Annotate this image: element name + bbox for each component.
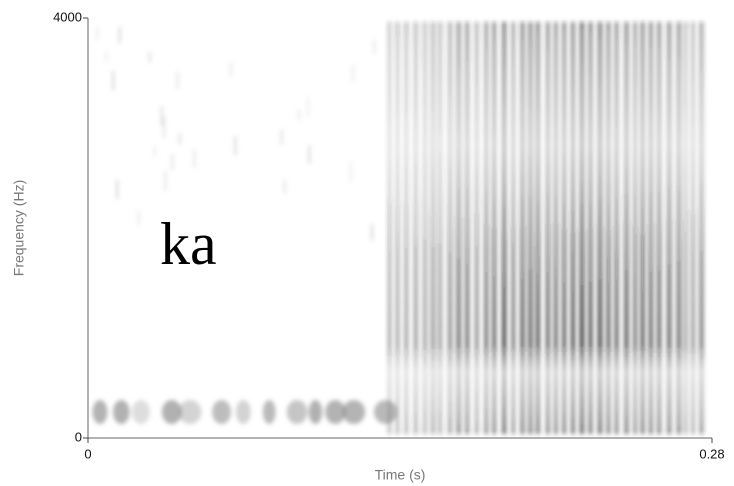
texture-speck (116, 180, 118, 200)
texture-stripe (546, 22, 550, 434)
texture-stripe (699, 22, 703, 434)
texture-speck (154, 146, 156, 156)
texture-blob (179, 400, 202, 424)
texture-speck (176, 72, 178, 89)
texture-speck (352, 65, 354, 82)
texture-stripe (512, 22, 515, 434)
texture-speck (373, 40, 375, 54)
texture-speck (284, 180, 286, 194)
texture-stripe (692, 22, 695, 434)
texture-stripe (607, 22, 611, 434)
texture-stripe (588, 22, 592, 434)
texture-stripe (502, 22, 506, 434)
texture-speck (105, 52, 107, 61)
texture-stripe (492, 22, 496, 434)
chart: ka Time (s) Frequency (Hz) 0 4000 0 0.28 (0, 0, 734, 486)
texture-stripe (431, 22, 435, 434)
texture-blob (212, 400, 231, 424)
texture-stripe (641, 22, 644, 434)
texture-blob (325, 400, 345, 424)
texture-stripe (684, 22, 687, 434)
texture-speck (171, 154, 173, 170)
texture-speck (149, 52, 151, 63)
texture-speck (112, 71, 114, 90)
texture-stripe (414, 22, 418, 434)
texture-stripe (598, 22, 603, 434)
texture-stripe (484, 22, 488, 434)
texture-blob (287, 400, 308, 424)
texture-speck (138, 210, 140, 225)
texture-stripe (562, 22, 566, 434)
texture-stripe (624, 22, 629, 434)
y-tick-label: 4000 (53, 9, 82, 24)
texture-stripe (465, 22, 469, 434)
texture-stripe (634, 22, 637, 434)
texture-speck (307, 97, 309, 116)
texture-speck (179, 133, 181, 144)
texture-stripe (423, 22, 428, 434)
texture-speck (230, 62, 232, 76)
y-tick-label: 0 (75, 429, 82, 444)
texture-blob (162, 400, 182, 424)
texture-speck (371, 224, 373, 241)
texture-blob (132, 400, 150, 424)
texture-blob (343, 400, 366, 424)
texture-stripe (676, 22, 681, 434)
texture-blob (236, 400, 251, 424)
texture-blob (263, 400, 276, 424)
texture-stripe (649, 22, 653, 434)
texture-stripe (388, 22, 391, 434)
texture-speck (96, 26, 98, 40)
texture-speck (298, 110, 300, 121)
texture-stripe (615, 22, 619, 434)
texture-speck (164, 171, 166, 191)
texture-stripe (475, 22, 479, 434)
annotation: ka (160, 211, 217, 277)
texture-speck (234, 136, 236, 155)
texture-stripe (438, 22, 442, 434)
texture-speck (163, 116, 165, 138)
texture-speck (281, 129, 283, 145)
texture-speck (119, 27, 121, 43)
texture-stripe (571, 22, 574, 434)
texture-speck (308, 145, 310, 163)
texture-speck (161, 106, 163, 126)
x-tick-label: 0.28 (699, 446, 724, 461)
texture-stripe (520, 22, 524, 434)
texture-speck (350, 161, 352, 182)
texture-stripe (528, 22, 533, 434)
texture-stripe (396, 22, 399, 434)
texture-stripe (404, 22, 408, 434)
x-tick-label: 0 (84, 446, 91, 461)
texture-blob (309, 400, 322, 424)
texture-blob (113, 400, 129, 424)
x-axis-title: Time (s) (375, 467, 426, 483)
texture-stripe (456, 22, 461, 434)
texture-stripe (554, 22, 558, 434)
texture-stripe (580, 22, 585, 434)
texture-blob (93, 400, 108, 424)
texture-speck (193, 149, 195, 167)
y-axis-title: Frequency (Hz) (11, 180, 27, 276)
texture-stripe (657, 22, 661, 434)
texture-stripe (448, 22, 453, 434)
texture-stripe (536, 22, 540, 434)
texture-stripe (667, 22, 672, 434)
texture-blob (374, 400, 397, 424)
